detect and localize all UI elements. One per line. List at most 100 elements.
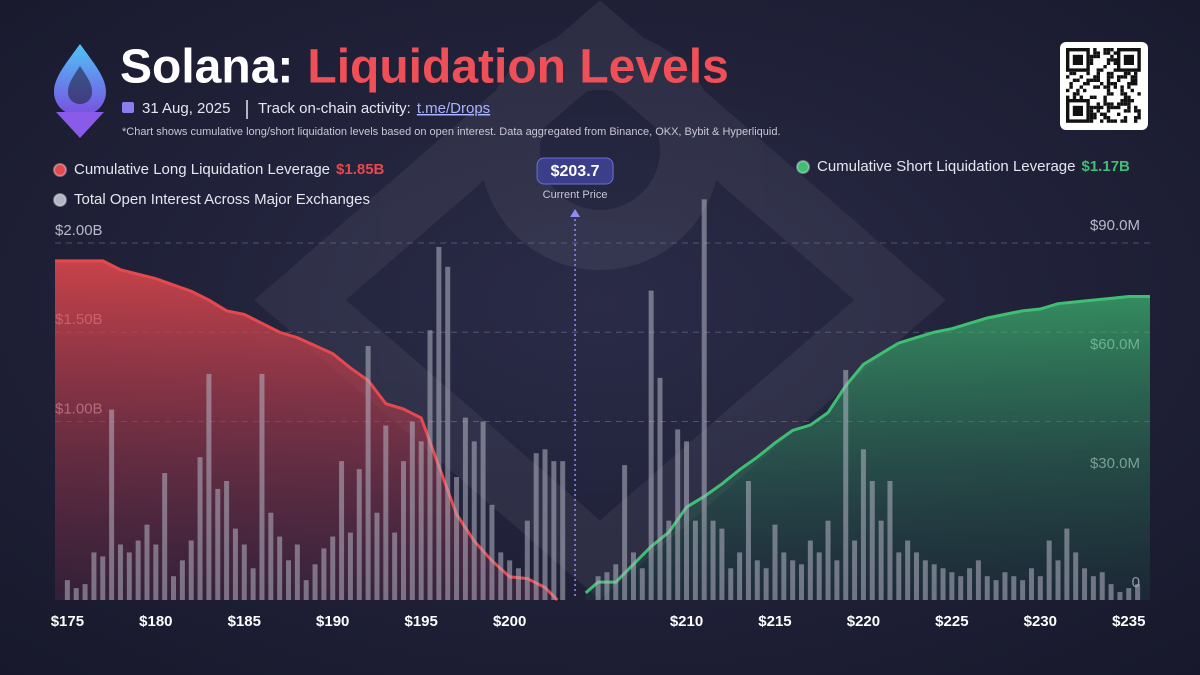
- qr-cell: [1093, 105, 1097, 110]
- qr-cell: [1093, 116, 1097, 120]
- qr-cell: [1120, 88, 1124, 93]
- area-line: [584, 295, 1150, 594]
- qr-cell: [1083, 82, 1087, 86]
- qr-cell: [1093, 112, 1097, 116]
- oi-bar: [91, 552, 97, 600]
- qr-cell: [1117, 105, 1121, 110]
- qr-cell: [1066, 95, 1070, 99]
- oi-bar: [268, 512, 274, 600]
- qr-cell: [1113, 51, 1117, 55]
- qr-cell: [1123, 71, 1128, 76]
- legend-total: $1.85B: [336, 161, 385, 178]
- oi-bar: [1028, 568, 1034, 600]
- qr-cell: [1079, 95, 1083, 99]
- oi-bar: [418, 441, 424, 600]
- qr-cell: [1113, 119, 1117, 123]
- x-tick-label: $210: [670, 613, 703, 630]
- qr-cell: [1130, 75, 1134, 79]
- qr-cell: [1120, 119, 1124, 123]
- qr-cell: [1123, 109, 1128, 113]
- oi-bar: [816, 552, 822, 600]
- qr-cell: [1096, 109, 1100, 113]
- oi-bar: [507, 560, 513, 600]
- qr-cell: [1079, 75, 1083, 79]
- oi-bar: [1117, 592, 1123, 600]
- x-tick-label: $215: [758, 613, 791, 630]
- x-tick-label: $220: [847, 613, 880, 630]
- oi-bar: [825, 520, 831, 600]
- qr-cell: [1120, 75, 1124, 79]
- qr-cell: [1120, 102, 1124, 106]
- qr-cell: [1127, 82, 1131, 86]
- qr-cell: [1096, 85, 1100, 89]
- qr-cell: [1106, 61, 1111, 65]
- qr-cell: [1089, 54, 1094, 59]
- qr-cell: [1123, 95, 1128, 99]
- oi-bar: [250, 568, 256, 600]
- qr-cell: [1089, 95, 1094, 99]
- oi-bar: [339, 461, 345, 600]
- qr-cell: [1103, 85, 1107, 89]
- qr-cell: [1100, 105, 1104, 110]
- qr-cell: [1066, 75, 1070, 79]
- legend-label: Cumulative Long Liquidation Leverage: [74, 161, 330, 178]
- oi-bar: [993, 580, 999, 600]
- qr-cell: [1103, 116, 1107, 120]
- oi-bar: [728, 568, 734, 600]
- track-label: Track on-chain activity:: [258, 100, 411, 117]
- oi-bar: [1002, 572, 1008, 600]
- qr-cell: [1096, 78, 1100, 82]
- oi-bar: [347, 532, 353, 600]
- qr-cell: [1106, 119, 1111, 123]
- qr-cell: [1134, 78, 1138, 82]
- qr-cell: [1110, 58, 1114, 62]
- qr-cell: [1113, 105, 1117, 110]
- oi-bar: [1135, 584, 1141, 600]
- qr-cell: [1110, 75, 1114, 79]
- qr-cell: [1103, 95, 1107, 99]
- qr-cell: [1137, 92, 1141, 96]
- area-fill: [585, 296, 1150, 600]
- oi-bar: [489, 504, 495, 600]
- link[interactable]: t.me/Drops: [417, 100, 490, 117]
- legend-label: Cumulative Short Liquidation Leverage: [817, 158, 1076, 175]
- qr-cell: [1134, 116, 1138, 120]
- oi-bar: [206, 373, 212, 600]
- x-tick-label: $235: [1112, 613, 1145, 630]
- oi-bar: [73, 588, 79, 600]
- oi-bar: [737, 552, 743, 600]
- qr-cell: [1106, 88, 1111, 93]
- oi-bar: [1055, 560, 1061, 600]
- watermark: [254, 0, 946, 600]
- qr-cell: [1120, 92, 1124, 96]
- qr-cell: [1137, 112, 1141, 116]
- qr-cell: [1130, 78, 1134, 82]
- oi-bar: [560, 461, 566, 600]
- oi-bar: [64, 580, 70, 600]
- x-tick-label: $185: [228, 613, 261, 630]
- qr-cell: [1093, 48, 1097, 52]
- oi-bar: [657, 377, 663, 600]
- oi-bar: [860, 449, 866, 600]
- oi-bar: [692, 520, 698, 600]
- oi-bar: [745, 481, 751, 600]
- qr-cell: [1076, 88, 1080, 93]
- oi-bar: [984, 576, 990, 600]
- qr-cell: [1066, 88, 1070, 93]
- qr-cell: [1127, 85, 1131, 89]
- oi-bar: [843, 369, 849, 600]
- oi-bar: [454, 477, 460, 600]
- qr-cell: [1086, 71, 1090, 76]
- qr-cell: [1113, 61, 1117, 65]
- oi-bar: [639, 568, 645, 600]
- qr-cell: [1103, 48, 1107, 52]
- qr-cell: [1086, 82, 1090, 86]
- qr-cell: [1117, 75, 1121, 79]
- qr-cell: [1103, 102, 1107, 106]
- qr-cell: [1110, 82, 1114, 86]
- qr-cell: [1072, 95, 1077, 99]
- oi-bar: [1099, 572, 1105, 600]
- qr-cell: [1093, 78, 1097, 82]
- qr-cell: [1096, 75, 1100, 79]
